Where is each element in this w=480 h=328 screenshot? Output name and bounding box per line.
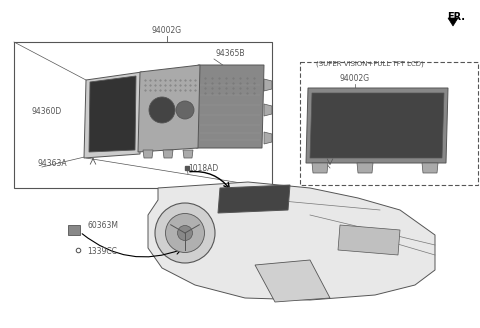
- Polygon shape: [312, 163, 328, 173]
- Polygon shape: [89, 76, 136, 152]
- Polygon shape: [264, 104, 272, 116]
- Polygon shape: [143, 150, 153, 158]
- Text: 60363M: 60363M: [87, 220, 118, 230]
- Ellipse shape: [149, 97, 175, 123]
- Polygon shape: [218, 185, 290, 213]
- Text: 1018AD: 1018AD: [188, 164, 218, 173]
- Text: FR.: FR.: [447, 12, 465, 22]
- Circle shape: [155, 203, 215, 263]
- Circle shape: [166, 214, 204, 253]
- Polygon shape: [264, 132, 272, 144]
- Text: 94365B: 94365B: [216, 49, 245, 58]
- Ellipse shape: [176, 101, 194, 119]
- Polygon shape: [84, 72, 142, 158]
- Circle shape: [178, 226, 192, 240]
- Text: 94002G: 94002G: [152, 26, 182, 35]
- Polygon shape: [138, 65, 200, 152]
- Polygon shape: [422, 163, 438, 173]
- Polygon shape: [183, 150, 193, 158]
- Polygon shape: [357, 163, 373, 173]
- Text: 1339CC: 1339CC: [87, 248, 117, 256]
- Text: 94120A: 94120A: [103, 91, 132, 100]
- Bar: [300, 62, 478, 185]
- Polygon shape: [196, 65, 264, 148]
- Text: (SUPER VISION+FULL TFT LCD): (SUPER VISION+FULL TFT LCD): [316, 60, 424, 67]
- Bar: [14, 42, 272, 188]
- Polygon shape: [310, 93, 444, 158]
- Text: 94363A: 94363A: [38, 159, 68, 168]
- Polygon shape: [148, 182, 435, 300]
- Polygon shape: [255, 260, 330, 302]
- Polygon shape: [338, 225, 400, 255]
- Polygon shape: [448, 18, 458, 26]
- Polygon shape: [264, 79, 272, 91]
- Text: 94363A: 94363A: [312, 144, 342, 153]
- Text: 94002G: 94002G: [340, 74, 370, 83]
- Text: 94360D: 94360D: [32, 107, 62, 116]
- Polygon shape: [306, 88, 448, 163]
- Bar: [68, 225, 80, 235]
- Polygon shape: [163, 150, 173, 158]
